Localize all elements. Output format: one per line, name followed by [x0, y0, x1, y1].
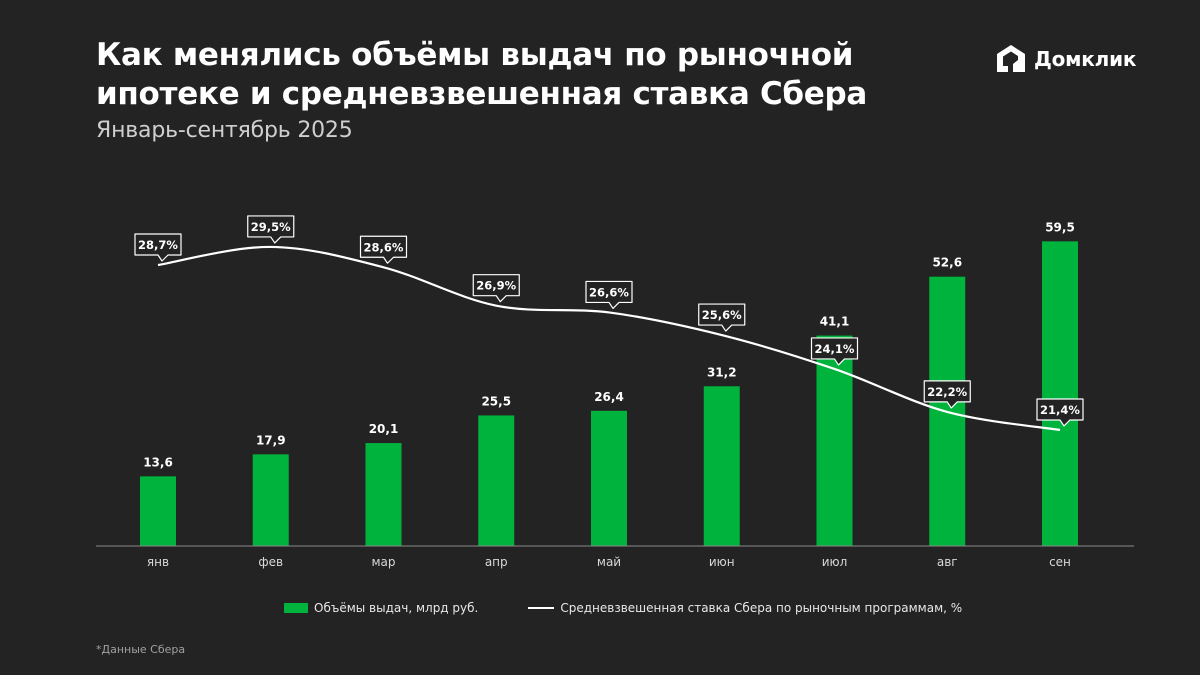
rate-value-label-4: 26,6% [589, 285, 629, 299]
rate-value-label-5: 25,6% [702, 308, 742, 322]
bar-1 [252, 454, 289, 546]
line-layer [157, 245, 1061, 432]
rate-callout-box-4 [585, 280, 633, 310]
bar-value-label-8: 59,5 [1045, 220, 1075, 234]
x-tick-label-1: фев [258, 555, 283, 569]
bar-2 [365, 443, 402, 546]
rate-value-label-6: 24,1% [815, 342, 855, 356]
rate-line [157, 245, 1061, 432]
bar-value-label-5: 31,2 [707, 365, 737, 379]
legend-label-rate: Средневзвешенная ставка Сбера по рыночны… [560, 601, 963, 615]
rate-callout-2: 28,6% [359, 235, 408, 264]
x-tick-label-3: апр [485, 555, 508, 569]
x-tick-label-8: сен [1049, 555, 1071, 569]
rate-callout-box-7 [923, 380, 971, 409]
bar-value-label-6: 41,1 [820, 315, 850, 329]
bar-value-label-1: 17,9 [256, 433, 286, 447]
rate-callout-box-6 [810, 337, 859, 366]
rate-callout-6: 24,1% [810, 337, 859, 366]
legend-item-rate: Средневзвешенная ставка Сбера по рыночны… [478, 601, 962, 615]
bar-labels-layer: 13,6 17,9 20,1 25,5 26,4 31,2 41,1 52,6 59,5 [143, 220, 1075, 469]
rate-value-label-8: 21,4% [1040, 403, 1080, 417]
x-tick-label-5: июн [709, 555, 735, 569]
rate-callout-box-3 [472, 274, 520, 303]
rate-callout-1: 29,5% [247, 215, 295, 244]
bar-value-label-3: 25,5 [481, 394, 511, 408]
chart-title-line-2: ипотеке и средневзвешенная ставка Сбера [96, 76, 868, 112]
x-tick-label-4: май [597, 555, 621, 569]
rate-callout-box-0 [134, 233, 182, 262]
chart-title: Как менялись объёмы выдач по рыночной ип… [96, 36, 916, 114]
legend-item-volumes: Объёмы выдач, млрд руб. [284, 601, 478, 615]
rate-callout-3: 26,9% [472, 274, 520, 303]
rate-callout-4: 26,6% [585, 280, 633, 310]
bar-value-label-7: 52,6 [932, 256, 962, 270]
domclick-house-icon [997, 45, 1025, 72]
rate-callout-box-2 [359, 235, 408, 264]
x-tick-label-0: янв [147, 555, 169, 569]
legend-swatch-bar [284, 603, 308, 613]
bar-0 [140, 476, 176, 546]
bar-6 [816, 335, 853, 546]
bar-value-label-4: 26,4 [594, 390, 624, 404]
bar-5 [703, 386, 740, 546]
rate-callout-box-5 [698, 303, 746, 332]
chart-title-line-1: Как менялись объёмы выдач по рыночной [96, 37, 854, 73]
rate-value-label-1: 29,5% [251, 220, 291, 234]
x-tick-label-7: авг [937, 555, 958, 569]
bar-3 [478, 415, 515, 546]
footnote: *Данные Сбера [96, 643, 186, 656]
x-tick-label-2: мар [371, 555, 395, 569]
rate-value-label-3: 26,9% [476, 279, 516, 293]
legend-swatch-line [528, 607, 555, 609]
rate-callout-0: 28,7% [134, 233, 182, 262]
bars-layer [140, 241, 1078, 547]
legend: Объёмы выдач, млрд руб. Средневзвешенная… [284, 601, 962, 615]
rate-callout-box-8 [1036, 398, 1084, 427]
rate-value-label-7: 22,2% [927, 385, 967, 399]
brand-name: Домклик [1034, 47, 1137, 71]
rate-callout-8: 21,4% [1036, 398, 1084, 427]
legend-label-volumes: Объёмы выдач, млрд руб. [314, 601, 479, 615]
line-labels-layer: 28,7% 29,5% 28,6% 26,9% 26,6% 25,6% 24,1% 22,2%… [134, 215, 1084, 427]
rate-callout-5: 25,6% [698, 303, 746, 332]
rate-callout-7: 22,2% [923, 380, 971, 409]
rate-value-label-2: 28,6% [364, 240, 404, 254]
bar-4 [591, 410, 627, 546]
volume-rate-chart: 13,6 17,9 20,1 25,5 26,4 31,2 41,1 52,6 59,5 28,… [96, 215, 1134, 569]
rate-callout-box-1 [247, 215, 295, 244]
rate-value-label-0: 28,7% [138, 238, 178, 252]
x-ticks-layer: янв фев мар апр май июн июл авг сен [147, 555, 1071, 569]
chart-subtitle: Январь-сентябрь 2025 [96, 118, 353, 143]
bar-value-label-2: 20,1 [369, 422, 399, 436]
x-tick-label-6: июл [822, 555, 848, 569]
domclick-logo: Домклик [994, 42, 1137, 76]
bar-8 [1042, 241, 1078, 547]
bar-value-label-0: 13,6 [143, 455, 173, 469]
